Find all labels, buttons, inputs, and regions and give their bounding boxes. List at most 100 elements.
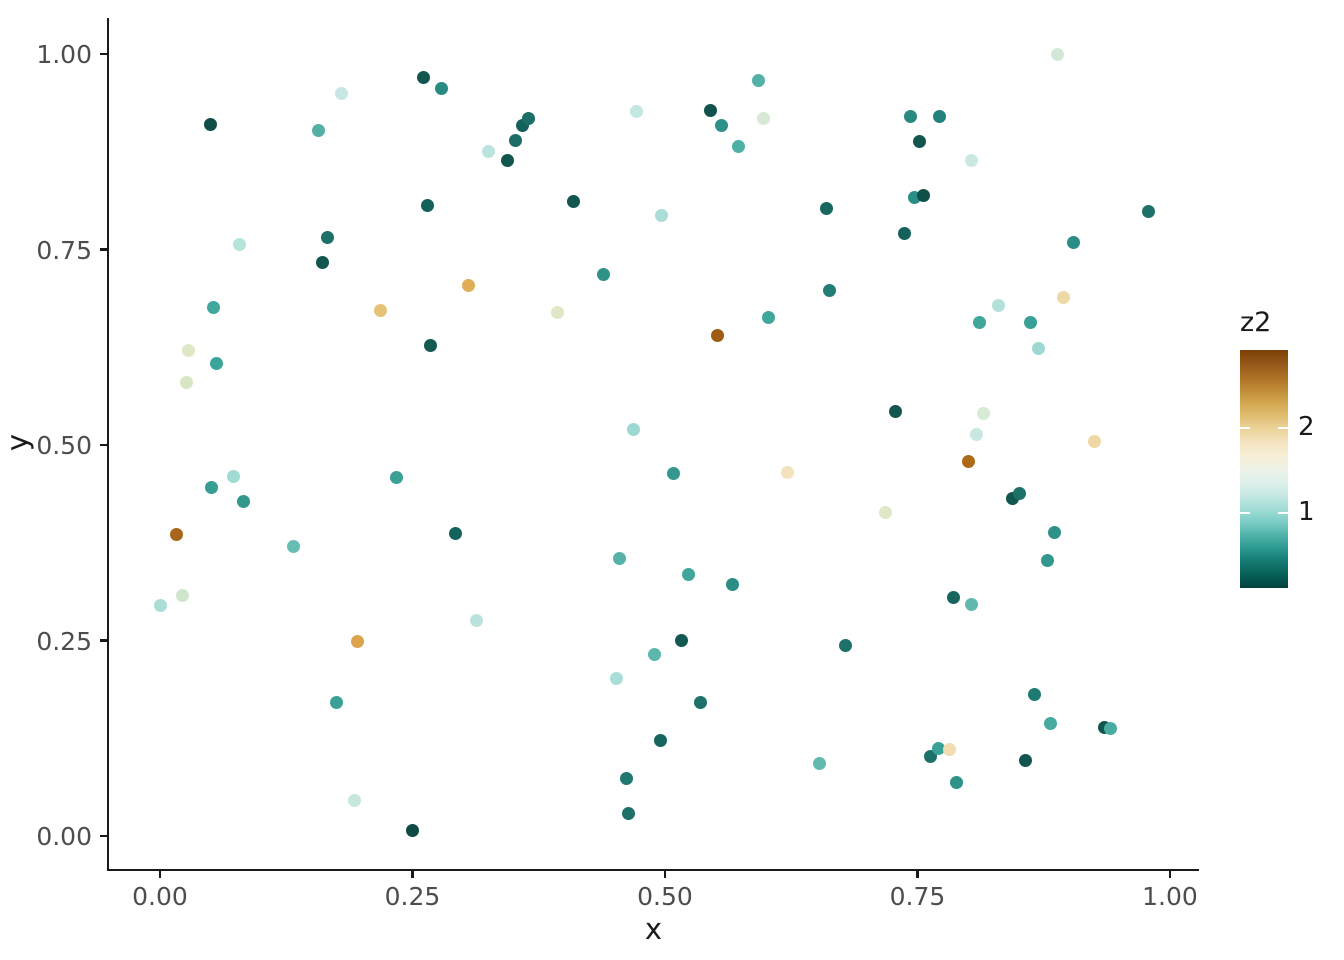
x-tick-mark <box>158 871 162 878</box>
data-point <box>181 343 195 357</box>
data-point <box>913 135 927 149</box>
data-point <box>703 103 717 117</box>
data-point <box>227 469 241 483</box>
data-point <box>732 139 746 153</box>
legend-tick-mark <box>1278 426 1288 429</box>
data-point <box>823 284 837 298</box>
data-point <box>179 375 193 389</box>
data-point <box>312 124 326 138</box>
data-point <box>1142 204 1156 218</box>
data-point <box>330 695 344 709</box>
data-point <box>205 480 218 494</box>
y-tick-label: 1.00 <box>36 40 92 69</box>
x-tick-label: 1.00 <box>1142 882 1198 911</box>
data-point <box>421 199 435 213</box>
data-point <box>964 598 978 612</box>
x-tick-label: 0.75 <box>889 882 946 911</box>
data-point <box>351 634 365 648</box>
data-point <box>820 201 834 215</box>
data-point <box>424 339 438 353</box>
y-tick-label: 0.75 <box>36 235 92 265</box>
legend-tick-label: 1 <box>1298 496 1315 527</box>
y-tick-label: 0.00 <box>36 822 92 851</box>
y-tick-label: 0.25 <box>36 626 92 656</box>
data-point <box>204 117 217 131</box>
y-axis-title: y <box>0 433 35 452</box>
y-tick-mark <box>100 639 107 642</box>
data-point <box>752 74 766 88</box>
data-point <box>622 806 636 820</box>
data-point <box>972 315 986 329</box>
data-point <box>947 590 961 604</box>
x-axis-title: x <box>644 912 663 946</box>
data-point <box>655 209 669 223</box>
data-point <box>335 87 349 101</box>
data-point <box>481 145 495 159</box>
legend-tick-mark <box>1240 511 1250 514</box>
data-point <box>961 454 975 468</box>
data-point <box>316 256 330 270</box>
data-point <box>715 119 729 133</box>
data-point <box>888 404 902 418</box>
data-point <box>237 494 251 508</box>
data-point <box>654 734 668 748</box>
data-point <box>969 427 983 441</box>
data-point <box>897 226 911 240</box>
data-point <box>674 634 688 647</box>
data-point <box>878 505 892 519</box>
data-point <box>449 526 463 540</box>
data-point <box>406 824 419 838</box>
x-tick-mark <box>916 871 919 878</box>
data-point <box>933 110 947 124</box>
data-point <box>648 648 662 662</box>
data-point <box>943 743 957 757</box>
legend-tick-mark <box>1278 511 1288 514</box>
legend-tick-label: 2 <box>1298 411 1315 442</box>
data-point <box>233 237 247 251</box>
data-point <box>207 300 221 314</box>
data-point <box>1066 235 1080 249</box>
data-point <box>1019 754 1033 768</box>
data-point <box>417 70 431 84</box>
data-point <box>666 466 680 480</box>
y-axis-line <box>107 18 110 871</box>
data-point <box>551 305 565 319</box>
data-point <box>711 329 725 343</box>
y-tick-mark <box>100 248 107 251</box>
data-point <box>321 231 335 245</box>
data-point <box>1057 290 1071 304</box>
data-point <box>509 133 523 147</box>
data-point <box>522 112 536 126</box>
data-point <box>839 638 853 652</box>
data-point <box>1048 526 1062 540</box>
data-point <box>813 756 827 770</box>
data-point <box>630 104 644 118</box>
x-tick-mark <box>1168 871 1172 878</box>
data-point <box>780 465 794 479</box>
data-point <box>991 298 1005 312</box>
legend-colorbar <box>1240 350 1288 588</box>
data-point <box>761 311 775 325</box>
x-tick-label: 0.00 <box>132 882 188 911</box>
data-point <box>757 112 771 126</box>
plot-panel <box>109 18 1199 870</box>
data-point <box>500 153 514 167</box>
data-point <box>976 407 990 421</box>
y-tick-mark <box>100 443 107 447</box>
y-tick-mark <box>100 834 107 838</box>
data-point <box>681 568 695 582</box>
data-point <box>153 598 167 612</box>
data-point <box>950 775 964 789</box>
data-point <box>1051 48 1065 62</box>
data-point <box>566 194 580 208</box>
data-point <box>1087 435 1101 449</box>
x-tick-label: 0.50 <box>637 882 693 911</box>
data-point <box>613 551 627 565</box>
data-point <box>469 613 483 627</box>
data-point <box>1028 687 1042 701</box>
data-point <box>693 695 707 709</box>
data-point <box>1041 554 1055 568</box>
